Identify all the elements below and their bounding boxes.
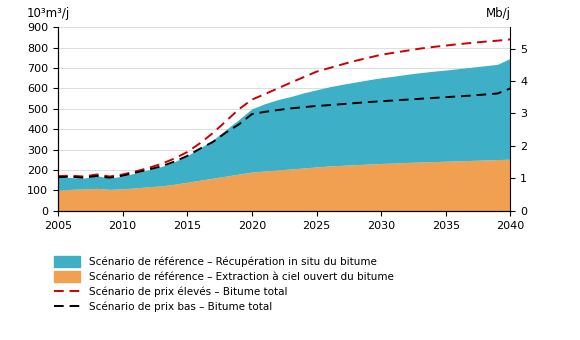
Legend: Scénario de référence – Récupération in situ du bitume, Scénario de référence – : Scénario de référence – Récupération in … bbox=[54, 256, 393, 312]
Text: 10³m³/j: 10³m³/j bbox=[26, 7, 70, 20]
Text: Mb/j: Mb/j bbox=[485, 7, 510, 20]
